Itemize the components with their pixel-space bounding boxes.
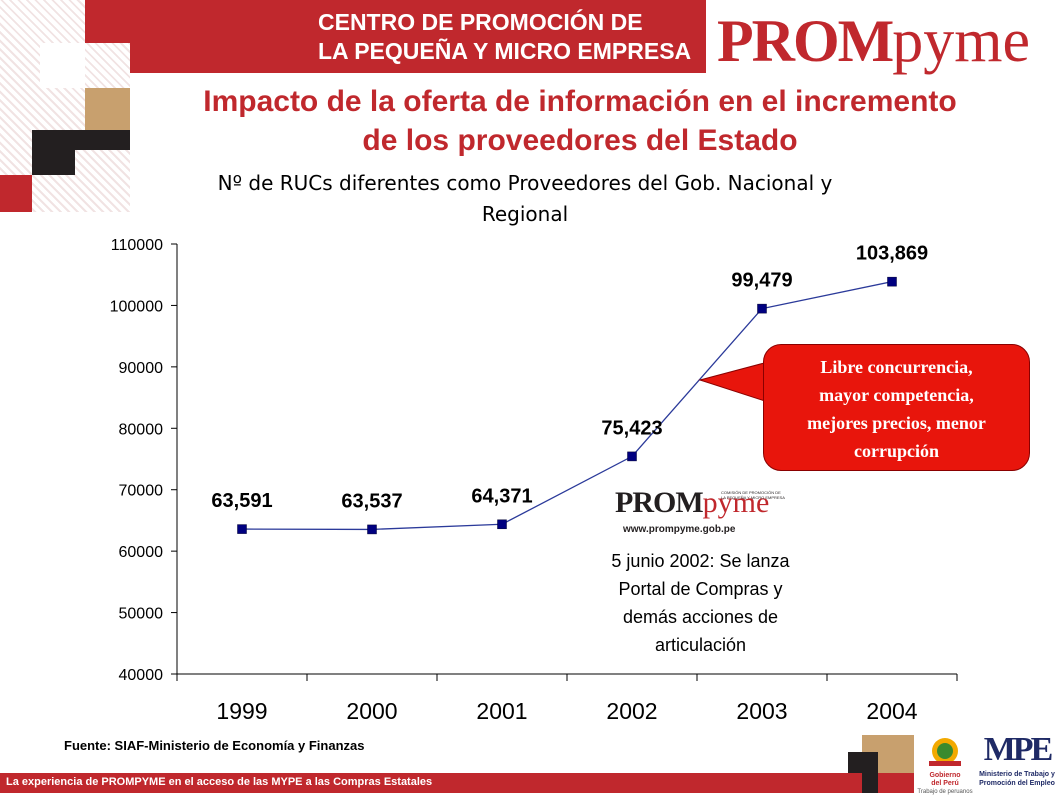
source-note: Fuente: SIAF-Ministerio de Economía y Fi… [64,738,365,753]
data-label: 63,537 [341,490,402,512]
x-tick-label: 2000 [346,698,397,724]
y-tick-label: 80000 [119,421,164,438]
data-labels: 63,591 63,537 64,371 75,423 99,479 103,869 [211,243,928,513]
annotation-line-2: Portal de Compras y [618,579,783,599]
mini-logo-tagline-2: LA PEQUEÑA Y MICRO EMPRESA [721,495,785,500]
sun-emblem-icon [929,738,961,766]
data-label: 99,479 [731,270,792,292]
x-tick-label: 2002 [606,698,657,724]
x-tick-label: 2001 [476,698,527,724]
data-point-marker [367,524,377,535]
callout-line-1: Libre concurrencia, [820,357,973,377]
y-tick-label: 70000 [119,483,164,500]
x-tick-label: 2004 [866,698,917,724]
chart-title-line-1: Nº de RUCs diferentes como Proveedores d… [217,171,833,195]
mpe-line-2: Promoción del Empleo [979,780,1055,787]
callout-line-3: mejores precios, menor [807,413,986,433]
chart-axes [171,243,958,681]
gob-line-2: del Perú [931,780,959,787]
mini-logo-prom: PROM [615,486,704,519]
y-tick-label: 50000 [119,606,164,623]
footer-text: La experiencia de PROMPYME en el acceso … [6,776,433,788]
data-label: 75,423 [601,417,662,439]
chart-title: Nº de RUCs diferentes como Proveedores d… [130,168,920,230]
annotation-text: 5 junio 2002: Se lanza Portal de Compras… [583,547,818,659]
header-line-1: CENTRO DE PROMOCIÓN DE [318,9,643,35]
prompyme-logo: PROMpyme [717,6,1053,86]
mini-logo-tagline-1: COMISIÓN DE PROMOCIÓN DE [721,490,781,495]
y-tick-label: 60000 [119,544,164,561]
data-point-marker [887,276,897,287]
y-tick-label: 110000 [111,237,163,254]
data-label: 103,869 [856,243,928,265]
callout-box: Libre concurrencia, mayor competencia, m… [763,344,1030,471]
gob-line-1: Gobierno [929,772,961,779]
logo-prom-text: PROM [717,8,894,74]
mini-logo-url: www.prompyme.gob.pe [623,524,736,535]
data-point-marker [497,519,507,530]
y-tick-labels: 40000 50000 60000 70000 80000 90000 100000 1100… [110,237,163,684]
annotation-line-1: 5 junio 2002: Se lanza [611,551,790,571]
chart-title-line-2: Regional [481,202,569,226]
y-tick-label: 100000 [110,298,163,315]
series-markers [237,276,897,535]
slide-title-line-1: Impacto de la oferta de información en e… [203,85,957,118]
header-line-2: LA PEQUEÑA Y MICRO EMPRESA [318,38,692,64]
gobierno-peru-logo: Gobierno del Perú Trabajo de peruanos [915,733,975,795]
footer-band [0,773,862,793]
annotation-line-4: articulación [654,635,747,655]
gob-line-3: Trabajo de peruanos [917,789,973,795]
callout-line-4: corrupción [854,441,939,461]
slide-title-line-2: de los proveedores del Estado [362,124,798,157]
data-label: 64,371 [471,485,532,507]
header-band [130,0,706,73]
x-tick-labels: 1999 2000 2001 2002 2003 2004 [216,698,917,724]
annotation-line-3: demás acciones de [622,607,779,627]
x-tick-label: 2003 [736,698,787,724]
callout-line-2: mayor competencia, [819,385,974,405]
x-tick-label: 1999 [216,698,267,724]
y-tick-label: 40000 [119,667,164,684]
data-point-marker [627,451,637,462]
mpe-mark: MPE [983,731,1054,768]
data-label: 63,591 [211,490,272,512]
series-line [241,281,893,531]
ministerio-trabajo-logo: MPE Ministerio de Trabajo y Promoción de… [978,730,1056,792]
y-tick-label: 90000 [119,360,164,377]
logo-pyme-text: pyme [892,7,1031,75]
mini-logo-pyme: pyme [702,486,770,519]
data-point-marker [237,524,247,534]
mpe-line-1: Ministerio de Trabajo y [979,771,1055,778]
series-polyline [241,281,893,531]
header-org-name: CENTRO DE PROMOCIÓN DE LA PEQUEÑA Y MICR… [318,8,718,66]
data-point-marker [757,303,767,314]
mini-prompyme-logo: PROMpyme COMISIÓN DE PROMOCIÓN DE LA PEQ… [613,486,785,542]
slide-title: Impacto de la oferta de información en e… [130,82,1030,160]
